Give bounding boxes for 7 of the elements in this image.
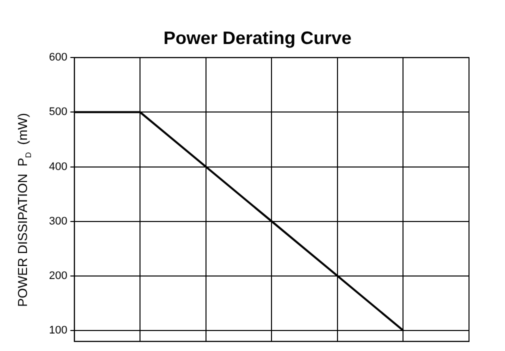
- y-tick-label: 500: [48, 106, 68, 118]
- y-tick-label: 600: [48, 52, 68, 64]
- y-tick-label: 200: [48, 270, 68, 282]
- y-tick-label: 400: [48, 160, 68, 173]
- y-tick-label: 100: [48, 324, 68, 337]
- y-tick-label: 300: [48, 215, 68, 228]
- chart-title: Power Derating Curve: [163, 28, 352, 48]
